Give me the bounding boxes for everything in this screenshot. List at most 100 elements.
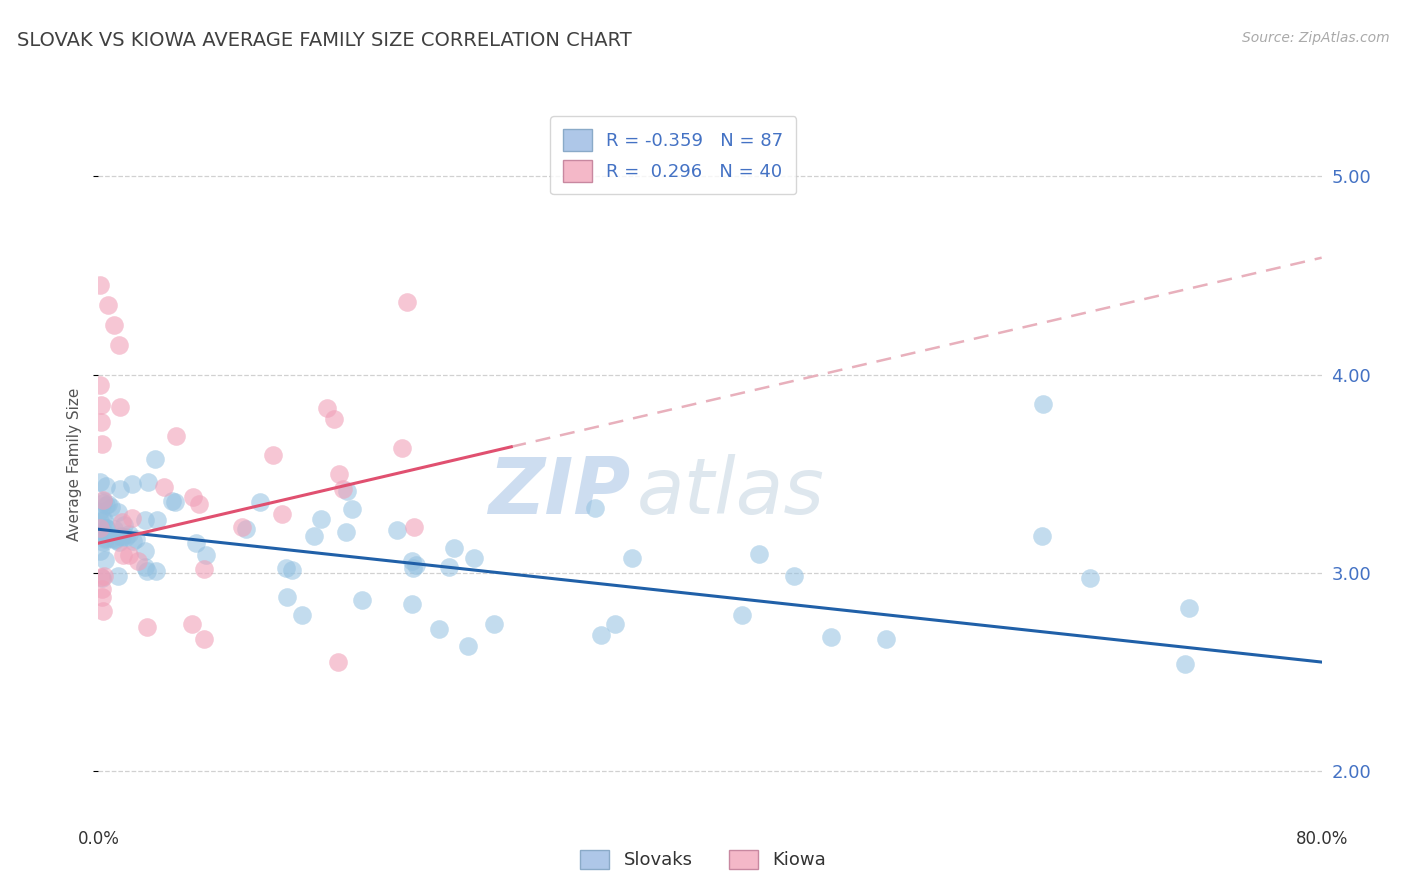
Point [323, 412, 346, 426]
Point [276, 590, 298, 604]
Point [291, 608, 314, 623]
Point [194, 548, 217, 562]
Point [91, 512, 114, 526]
Point [96, 497, 118, 511]
Point [427, 622, 450, 636]
Point [94, 498, 117, 512]
Point [188, 497, 211, 511]
Point [591, 628, 613, 642]
Point [108, 535, 131, 549]
Point [91, 582, 114, 596]
Point [90, 569, 112, 583]
Point [89, 377, 111, 392]
Point [1031, 529, 1053, 543]
Point [401, 597, 423, 611]
Point [1174, 657, 1197, 671]
Point [136, 619, 159, 633]
Point [89, 544, 111, 558]
Point [340, 502, 363, 516]
Point [89, 514, 111, 528]
Point [437, 559, 460, 574]
Point [89, 524, 111, 539]
Point [91, 535, 114, 549]
Point [162, 494, 184, 508]
Point [396, 294, 419, 309]
Point [94, 521, 117, 535]
Text: atlas: atlas [637, 454, 824, 531]
Point [91, 494, 114, 508]
Point [163, 495, 186, 509]
Point [193, 562, 215, 576]
Point [183, 490, 205, 504]
Point [91, 495, 114, 509]
Point [328, 467, 350, 481]
Point [121, 476, 143, 491]
Point [134, 560, 156, 574]
Text: SLOVAK VS KIOWA AVERAGE FAMILY SIZE CORRELATION CHART: SLOVAK VS KIOWA AVERAGE FAMILY SIZE CORR… [17, 31, 631, 50]
Point [274, 561, 297, 575]
Point [304, 528, 326, 542]
Point [783, 569, 806, 583]
Point [1078, 571, 1101, 585]
Point [111, 548, 134, 562]
Point [91, 604, 114, 618]
Point [336, 483, 359, 498]
Point [134, 544, 156, 558]
Point [443, 541, 465, 556]
Point [110, 400, 132, 414]
Point [621, 551, 644, 566]
Point [1178, 601, 1201, 615]
Point [122, 533, 145, 548]
Point [103, 522, 125, 536]
Point [118, 548, 141, 562]
Point [103, 318, 125, 332]
Point [404, 520, 426, 534]
Point [93, 527, 115, 541]
Point [326, 655, 349, 669]
Point [90, 398, 112, 412]
Point [315, 401, 337, 415]
Point [391, 441, 413, 455]
Point [583, 501, 606, 516]
Point [134, 513, 156, 527]
Point [108, 482, 131, 496]
Legend: Slovaks, Kiowa: Slovaks, Kiowa [571, 840, 835, 879]
Point [104, 532, 127, 546]
Point [124, 532, 146, 546]
Point [332, 482, 354, 496]
Point [112, 518, 135, 533]
Point [249, 494, 271, 508]
Point [270, 507, 292, 521]
Point [820, 630, 842, 644]
Point [93, 524, 115, 539]
Point [127, 554, 149, 568]
Point [96, 531, 118, 545]
Point [153, 480, 176, 494]
Point [91, 437, 114, 451]
Point [181, 617, 204, 632]
Text: ZIP: ZIP [488, 454, 630, 531]
Point [482, 616, 505, 631]
Text: Source: ZipAtlas.com: Source: ZipAtlas.com [1241, 31, 1389, 45]
Point [262, 448, 284, 462]
Point [193, 632, 215, 646]
Point [311, 512, 333, 526]
Point [121, 511, 143, 525]
Point [457, 639, 479, 653]
Point [136, 475, 159, 489]
Point [94, 479, 117, 493]
Point [115, 530, 138, 544]
Point [235, 522, 257, 536]
Point [91, 591, 114, 605]
Point [110, 529, 132, 543]
Point [335, 524, 357, 539]
Point [143, 452, 166, 467]
Point [401, 554, 423, 568]
Point [145, 564, 167, 578]
Point [93, 513, 115, 527]
Point [118, 527, 141, 541]
Point [603, 617, 626, 632]
Point [100, 500, 122, 515]
Point [93, 569, 115, 583]
Point [107, 505, 129, 519]
